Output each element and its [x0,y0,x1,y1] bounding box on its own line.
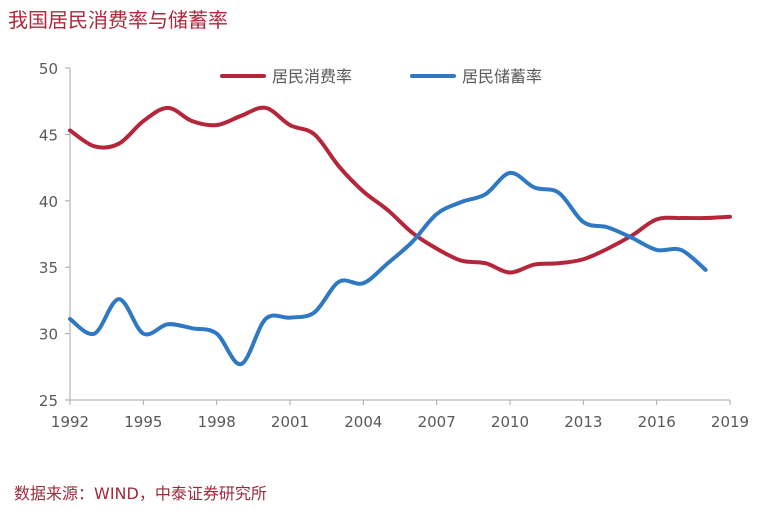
savings-rate-line [68,170,708,367]
y-tick-label: 50 [39,60,58,78]
chart-axes: 25 30 35 40 45 50 1992 1995 1998 2001 2004 2007 2010… [39,60,749,431]
x-tick-label: 2013 [564,413,602,431]
chart-lines [68,105,732,367]
x-tick-label: 2004 [344,413,382,431]
y-tick-label: 40 [39,193,58,211]
x-tick-label: 1992 [51,413,89,431]
y-tick-label: 35 [39,259,58,277]
x-tick-label: 2019 [711,413,749,431]
legend-label: 居民消费率 [272,67,352,86]
y-tick-label: 45 [39,126,58,144]
legend-item-consumption: 居民消费率 [220,67,352,86]
x-tick-label: 2010 [491,413,529,431]
y-tick-label: 30 [39,326,58,344]
x-tick-label: 2007 [418,413,456,431]
legend-item-savings: 居民储蓄率 [410,67,542,86]
consumption-rate-line [68,105,732,275]
y-tick-label: 25 [39,392,58,410]
x-tick-label: 1995 [124,413,162,431]
x-tick-label: 1998 [198,413,236,431]
x-tick-label: 2016 [638,413,676,431]
x-tick-label: 2001 [271,413,309,431]
chart-legend: 居民消费率 居民储蓄率 [220,67,542,86]
line-chart: 25 30 35 40 45 50 1992 1995 1998 2001 2004 2007 2010… [39,60,749,431]
chart-title: 我国居民消费率与储蓄率 [8,8,228,32]
legend-label: 居民储蓄率 [462,67,542,86]
data-source-note: 数据来源：WIND，中泰证券研究所 [14,484,267,503]
